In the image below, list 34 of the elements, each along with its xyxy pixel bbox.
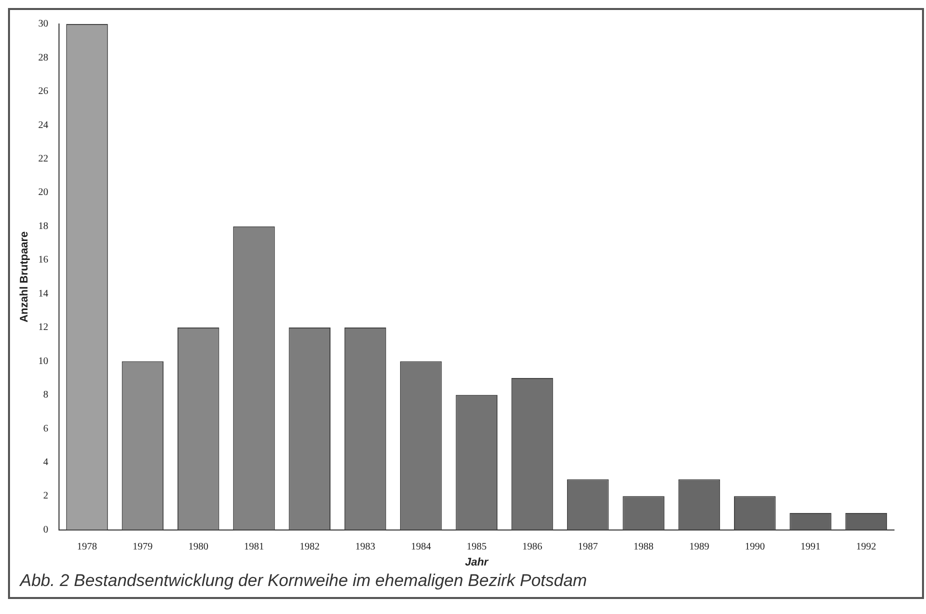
x-tick-label: 1978 (77, 541, 98, 552)
x-tick-label: 1989 (689, 541, 710, 552)
y-tick-label: 6 (43, 423, 48, 434)
x-tick-label: 1980 (188, 541, 208, 552)
x-tick-label: 1982 (300, 541, 320, 552)
y-axis-title: Anzahl Brutpaare (18, 231, 31, 322)
x-tick-label: 1986 (522, 541, 542, 552)
x-tick-label: 1984 (410, 541, 431, 552)
y-tick-label: 8 (43, 390, 48, 401)
x-tick-label: 1983 (355, 541, 376, 552)
y-tick-label: 26 (38, 86, 48, 98)
y-tick-label: 16 (38, 254, 48, 266)
x-tick-label: 1991 (800, 541, 821, 552)
y-tick-label: 30 (38, 18, 48, 30)
x-tick-label: 1979 (132, 541, 153, 552)
y-tick-label: 14 (38, 288, 48, 300)
y-tick-label: 24 (38, 120, 48, 131)
y-tick-label: 0 (43, 524, 48, 536)
y-tick-label: 4 (43, 456, 48, 468)
y-tick-label: 28 (38, 52, 48, 64)
caption: Abb. 2 Bestandsentwicklung der Kornweihe im ehemaligen Bezirk Potsdam (18, 570, 588, 592)
x-tick-label: 1985 (466, 541, 487, 552)
y-tick-label: 20 (38, 187, 48, 198)
y-tick-label: 18 (38, 220, 48, 232)
x-tick-label: 1988 (634, 541, 654, 552)
y-tick-label: 22 (38, 154, 48, 165)
x-axis-title: Jahr (464, 556, 489, 568)
y-tick-label: 2 (43, 490, 48, 502)
x-tick-label: 1987 (578, 541, 598, 552)
y-tick-label: 12 (38, 322, 48, 334)
x-tick-label: 1981 (244, 541, 264, 552)
x-tick-label: 1990 (744, 541, 765, 552)
y-tick-label: 10 (38, 356, 48, 367)
x-tick-label: 1992 (856, 541, 876, 552)
